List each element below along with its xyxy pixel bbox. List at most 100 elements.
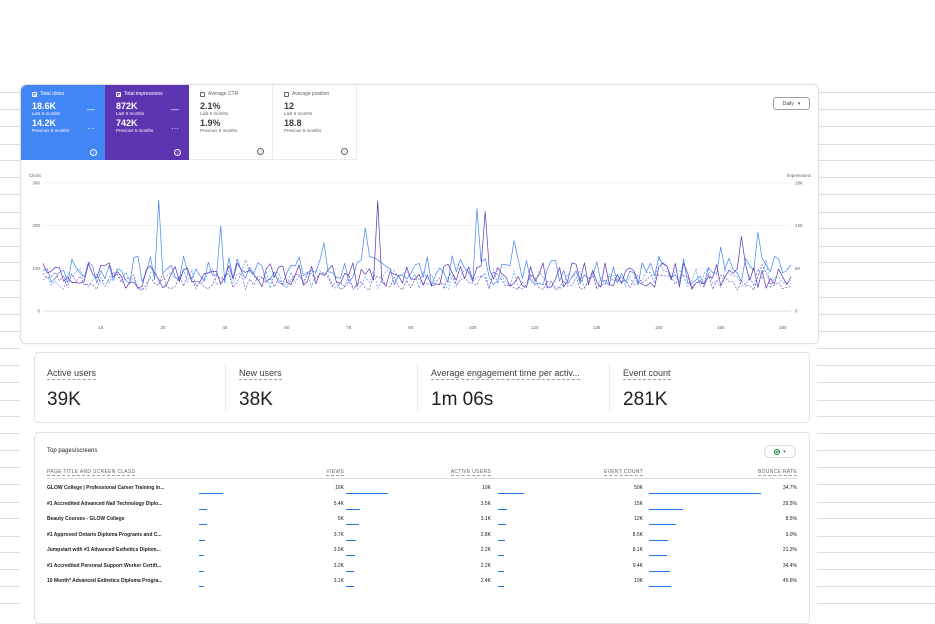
background-gridline (817, 280, 935, 281)
table-row[interactable]: GLOW College | Professional Career Train… (35, 481, 809, 496)
page-title-cell[interactable]: Beauty Courses - GLOW College (47, 516, 125, 522)
dashed-line-legend-icon: ··· (87, 124, 95, 133)
page-title-cell[interactable]: GLOW College | Professional Career Train… (47, 485, 165, 491)
column-header-page-title[interactable]: PAGE TITLE AND SCREEN CLASS (47, 469, 136, 476)
page-title-cell[interactable]: Jumpstart with #1 Advanced Esthetics Dip… (47, 547, 161, 553)
bounce-rate-cell: 9.0% (785, 531, 797, 538)
background-gridline (0, 314, 20, 315)
active-users-bar (498, 555, 504, 556)
background-gridline (817, 450, 935, 451)
background-gridline (0, 109, 20, 110)
background-gridline (817, 92, 935, 93)
background-gridline (0, 518, 20, 519)
background-gridline (817, 331, 935, 332)
background-gridline (0, 433, 20, 434)
active-users-bar (498, 570, 504, 572)
average-ctr-card[interactable]: Average CTR 2.1% Last 6 months 1.9% Prev… (189, 85, 273, 160)
background-gridline (0, 280, 20, 281)
background-gridline (817, 484, 935, 485)
background-gridline (817, 518, 935, 519)
background-gridline (0, 92, 20, 93)
top-pages-panel: Top pages/screens ▾ PAGE TITLE AND SCREE… (34, 432, 810, 624)
checkbox-unchecked-icon[interactable] (284, 91, 289, 97)
x-tick-label: 90 (408, 325, 414, 330)
metric-prev-period: Previous 6 months (116, 128, 154, 133)
new-users-metric[interactable]: New users 38K (239, 367, 282, 411)
table-row[interactable]: #1 Accredited Personal Support Worker Ce… (35, 559, 809, 574)
background-gridline (0, 382, 20, 383)
page-title-cell[interactable]: #1 Accredited Personal Support Worker Ce… (47, 562, 162, 569)
column-header-event-count[interactable]: EVENT COUNT (603, 469, 643, 476)
background-gridline (0, 160, 20, 161)
page-title-cell[interactable]: #1 Accredited Advanced Nail Technology D… (47, 500, 163, 507)
views-cell: 16K (335, 485, 344, 491)
column-header-bounce-rate[interactable]: BOUNCE RATE (757, 469, 797, 476)
metric-prev-period: Previous 6 months (32, 128, 70, 133)
header-divider (47, 478, 797, 479)
x-tick-label: 165 (717, 325, 725, 330)
x-tick-label: 135 (593, 325, 601, 330)
caret-down-icon: ▾ (783, 448, 786, 455)
table-row[interactable]: #1 Approved Ontario Diploma Programs and… (35, 528, 809, 543)
granularity-dropdown[interactable]: Daily ▾ (773, 97, 810, 110)
metric-value: 39K (47, 389, 81, 410)
help-icon[interactable]: ? (174, 149, 181, 156)
views-bar (199, 570, 204, 572)
insights-dropdown[interactable]: ▾ (764, 445, 796, 458)
background-gridline (0, 212, 20, 213)
column-header-active-users[interactable]: ACTIVE USERS (450, 469, 491, 476)
background-gridline (817, 314, 935, 315)
background-gridline (0, 450, 20, 451)
divider (609, 363, 610, 411)
active-users-cell: 2.4K (480, 578, 491, 584)
background-gridline (817, 246, 935, 247)
metric-value: 1m 06s (431, 389, 494, 410)
views-cell: 3.1K (333, 578, 344, 584)
background-gridline (817, 502, 935, 503)
background-gridline (817, 177, 935, 178)
check-circle-icon (774, 448, 781, 455)
help-icon[interactable]: ? (257, 148, 264, 155)
total-impressions-card[interactable]: Total impressions 872K Last 6 months — 7… (105, 85, 189, 160)
background-gridline (817, 552, 935, 553)
divider (225, 363, 226, 411)
views-share-bar (346, 539, 356, 541)
bounce-rate-cell: 45.6% (782, 578, 797, 584)
x-tick-label: 45 (222, 325, 228, 330)
active-users-metric[interactable]: Active users 39K (47, 367, 97, 411)
right-tick-label: 12K (795, 223, 803, 228)
background-gridline (817, 348, 935, 349)
metric-label: Total impressions (124, 91, 163, 97)
engagement-time-metric[interactable]: Average engagement time per activ... 1m … (431, 367, 580, 411)
help-icon[interactable]: ? (341, 148, 348, 155)
average-position-card[interactable]: Average position 12 Last 6 months 18.8 P… (273, 85, 357, 160)
table-row[interactable]: Beauty Courses - GLOW College 5K 3.1K 12K 8.… (35, 512, 809, 527)
x-tick-label: 30 (160, 325, 166, 330)
column-header-views[interactable]: VIEWS (326, 469, 344, 476)
page-title-cell[interactable]: 10 Month* Advanced Esthetics Diploma Pro… (47, 578, 163, 584)
background-gridline (0, 262, 20, 263)
active-users-bar (498, 493, 524, 494)
views-cell: 3.5K (333, 547, 344, 553)
help-icon[interactable]: ? (90, 149, 97, 156)
event-count-metric[interactable]: Event count 281K (623, 367, 671, 411)
background-gridline (0, 569, 20, 570)
dashed-line-legend-icon: ··· (171, 124, 179, 133)
checkbox-unchecked-icon[interactable] (200, 91, 205, 97)
total-clicks-card[interactable]: Total clicks 18.6K Last 6 months — 14.2K… (21, 85, 105, 160)
table-row[interactable]: 10 Month* Advanced Esthetics Diploma Pro… (35, 574, 809, 589)
table-row[interactable]: Jumpstart with #1 Advanced Esthetics Dip… (35, 543, 809, 558)
background-gridline (0, 331, 20, 332)
views-cell: 5K (337, 516, 344, 522)
panel-title: Top pages/screens (47, 448, 98, 454)
views-share-bar (346, 508, 361, 510)
checkbox-checked-icon[interactable] (116, 91, 121, 97)
event-count-cell: 10K (634, 578, 643, 584)
page-title-cell[interactable]: #1 Approved Ontario Diploma Programs and… (47, 531, 162, 538)
metric-prev-value: 18.8 (284, 118, 302, 128)
background-gridline (0, 484, 20, 485)
table-row[interactable]: #1 Accredited Advanced Nail Technology D… (35, 497, 809, 512)
views-share-bar (346, 493, 388, 494)
right-tick-label: 0 (795, 309, 798, 314)
checkbox-checked-icon[interactable] (32, 91, 37, 97)
